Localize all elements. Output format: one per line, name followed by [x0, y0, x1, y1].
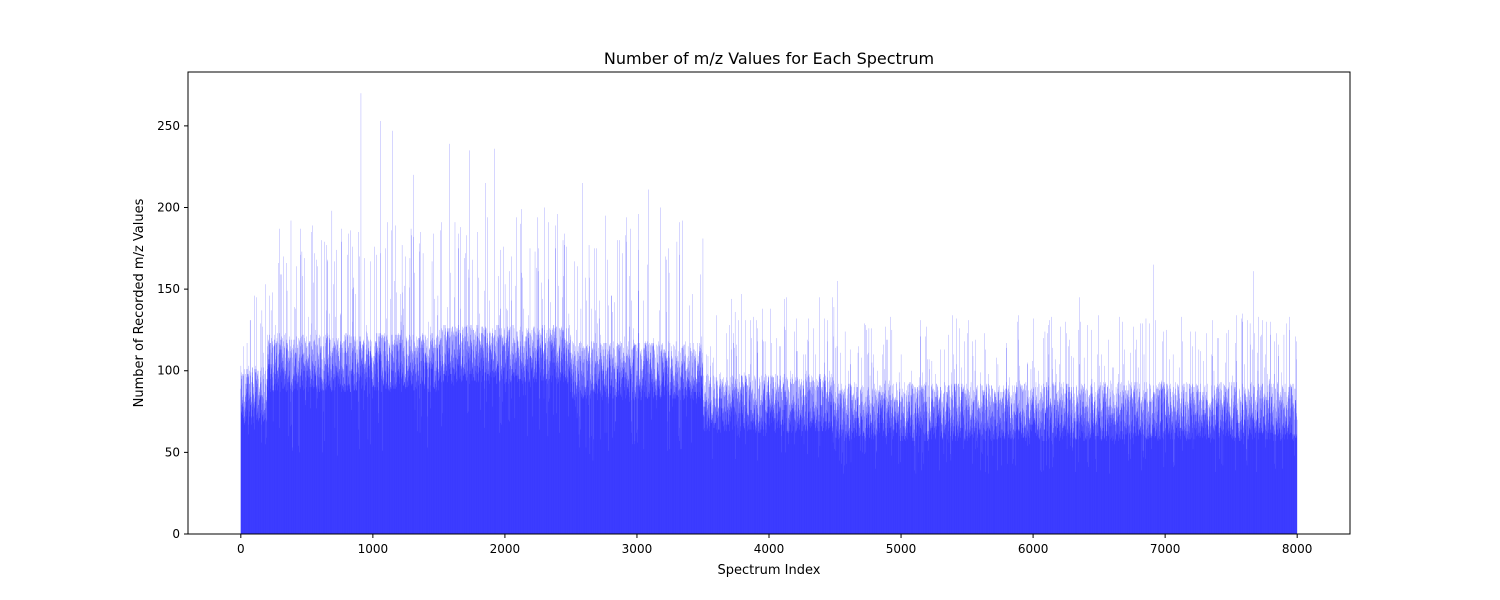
- bar-series: [240, 93, 1298, 535]
- chart-title: Number of m/z Values for Each Spectrum: [604, 49, 934, 68]
